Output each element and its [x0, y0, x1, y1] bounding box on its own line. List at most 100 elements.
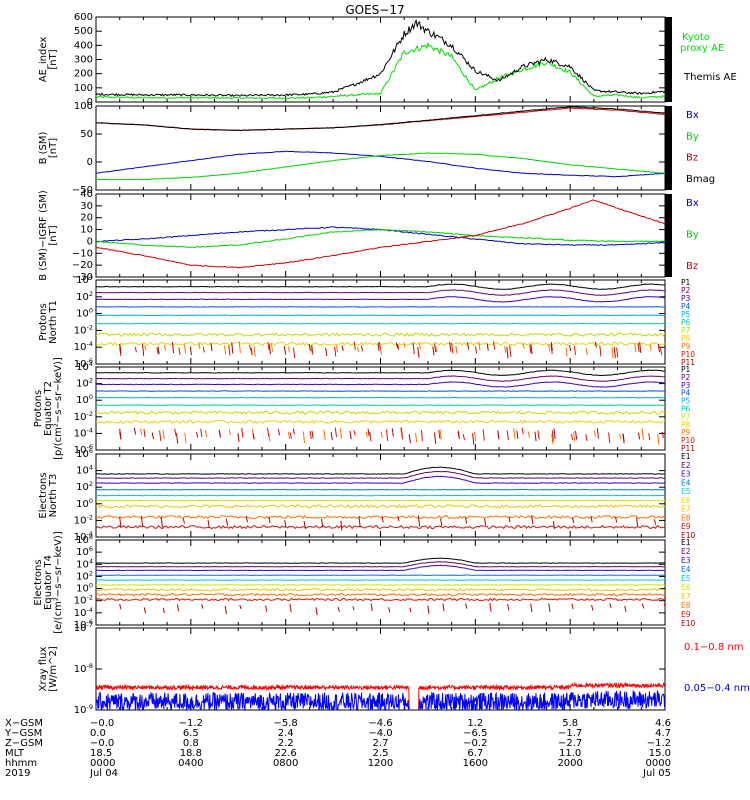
- channel-line-p5: [96, 396, 665, 399]
- channel-line-e10: [119, 514, 657, 531]
- y-axis-label: [W/m^2]: [48, 646, 59, 692]
- y-tick-label: 10: [80, 225, 93, 236]
- channel-line-e9: [96, 597, 665, 602]
- legend-entry: P2: [681, 286, 691, 295]
- series-line-bx: [96, 226, 665, 247]
- y-tick-label: 102: [76, 377, 93, 390]
- legend-entry: E5: [681, 574, 691, 583]
- plot-area: [96, 18, 665, 100]
- plot-area: [96, 283, 665, 359]
- y-tick-label: 600: [74, 12, 93, 23]
- channel-line-e1: [96, 466, 665, 475]
- legend-entry: Kyoto: [682, 32, 710, 43]
- legend-entry: P5: [681, 310, 691, 319]
- channel-line-p7: [96, 332, 665, 337]
- plot-area: [96, 681, 665, 710]
- y-axis-label: Xray flux: [38, 647, 49, 692]
- legend-entry: Bz: [686, 261, 698, 272]
- legend-entry: P9: [681, 342, 691, 351]
- legend-entry: P4: [681, 389, 691, 398]
- x-tick-value: 2000: [557, 758, 582, 769]
- legend-entry: P5: [681, 397, 691, 406]
- x-row-label: Z−GSM: [5, 738, 43, 749]
- plot-area: [96, 199, 665, 269]
- legend-entry: P10: [681, 350, 695, 359]
- x-tick-value: 2.5: [373, 748, 389, 759]
- y-tick-label: 40: [80, 189, 93, 200]
- x-tick-value: 5.8: [562, 718, 578, 729]
- legend-entry: 0.05−0.4 nm: [684, 683, 750, 694]
- x-tick-value: 18.8: [180, 748, 202, 759]
- y-axis-label: [e/(cm²−s−sr−keV)]: [53, 531, 64, 634]
- y-tick-label: 300: [74, 55, 93, 66]
- legend-entry: E7: [681, 592, 691, 601]
- legend-entry: P11: [681, 358, 695, 367]
- channel-line-e1: [96, 557, 665, 564]
- channel-line-e3: [96, 475, 665, 484]
- panel-frame: [95, 193, 666, 278]
- legend-entry: P9: [681, 428, 691, 437]
- x-row-label: hhmm: [5, 758, 37, 769]
- x-axis-table: X−GSMY−GSMZ−GSMMLThhmm2019−0.00.0−0.018.…: [4, 718, 671, 779]
- y-axis-label: AE_index: [38, 37, 49, 83]
- legend-entry: P11: [681, 444, 695, 453]
- y-axis-label: Protons: [33, 390, 44, 427]
- y-tick-label: 10-2: [74, 410, 93, 423]
- xray-series-1: [96, 689, 665, 710]
- legend: Bx By Bz Bmag: [686, 110, 715, 185]
- y-axis-label: [p/(cm²−s−sr−keV)]: [53, 357, 64, 460]
- y-tick-label: 10-9: [74, 703, 93, 716]
- x-tick-value: 0400: [178, 758, 203, 769]
- y-tick-label: 10-8: [74, 662, 93, 675]
- channel-line-e9: [96, 524, 665, 530]
- y-tick-label: −10: [72, 248, 93, 259]
- y-tick-label: 104: [76, 360, 93, 373]
- x-tick-value: 2.2: [278, 738, 294, 749]
- y-tick-label: 20: [80, 213, 93, 224]
- legend-entry: Bx: [686, 110, 699, 121]
- plot-area: [96, 466, 665, 531]
- legend-entry: proxy AE: [680, 43, 724, 54]
- x-tick-value: −1.7: [558, 728, 582, 739]
- x-tick-value: 2.7: [373, 738, 389, 749]
- channel-line-e7: [96, 504, 665, 509]
- channel-line-e3: [96, 564, 665, 572]
- legend-entry: E8: [681, 513, 691, 522]
- channel-line-e4: [96, 488, 665, 491]
- x-tick-value: −2.7: [558, 738, 582, 749]
- legend-entry: Themis AE: [683, 72, 737, 83]
- series-line-bx: [96, 150, 665, 178]
- y-axis-label: North T1: [48, 300, 59, 344]
- y-tick-label: 500: [74, 26, 93, 37]
- x-tick-value: −1.2: [647, 738, 671, 749]
- y-axis-label: Protons: [38, 303, 49, 340]
- channel-line-p10: [119, 427, 651, 444]
- legend-entry: P10: [681, 436, 695, 445]
- y-tick-label: 100: [76, 497, 93, 510]
- y-tick-label: 106: [76, 447, 93, 460]
- plot-area: [96, 106, 665, 181]
- channel-line-p4: [96, 390, 665, 392]
- panel-1: 600 500 400 300 200 100 0 AE_index [nT] Kyotoprox…: [38, 12, 737, 108]
- y-tick-label: 10-2: [74, 513, 93, 526]
- x-row-label: Y−GSM: [4, 728, 42, 739]
- y-tick-label: 100: [74, 83, 93, 94]
- xray-series-0: [96, 681, 665, 710]
- x-tick-value: 1600: [463, 758, 488, 769]
- legend-entry: E9: [681, 522, 691, 531]
- legend-entry: P1: [681, 365, 691, 374]
- panel-5: 104 102 100 10-2 10-4 10-6 Protons Equator T2 [p…: [33, 357, 695, 460]
- channel-line-p7: [96, 410, 665, 415]
- channel-line-p1: [96, 283, 665, 290]
- plot-area: [96, 369, 665, 445]
- legend-entry: P8: [681, 334, 691, 343]
- x-tick-value: −6.5: [463, 728, 487, 739]
- x-tick-value: 11.0: [559, 748, 581, 759]
- y-axis-label: Electrons: [33, 559, 44, 605]
